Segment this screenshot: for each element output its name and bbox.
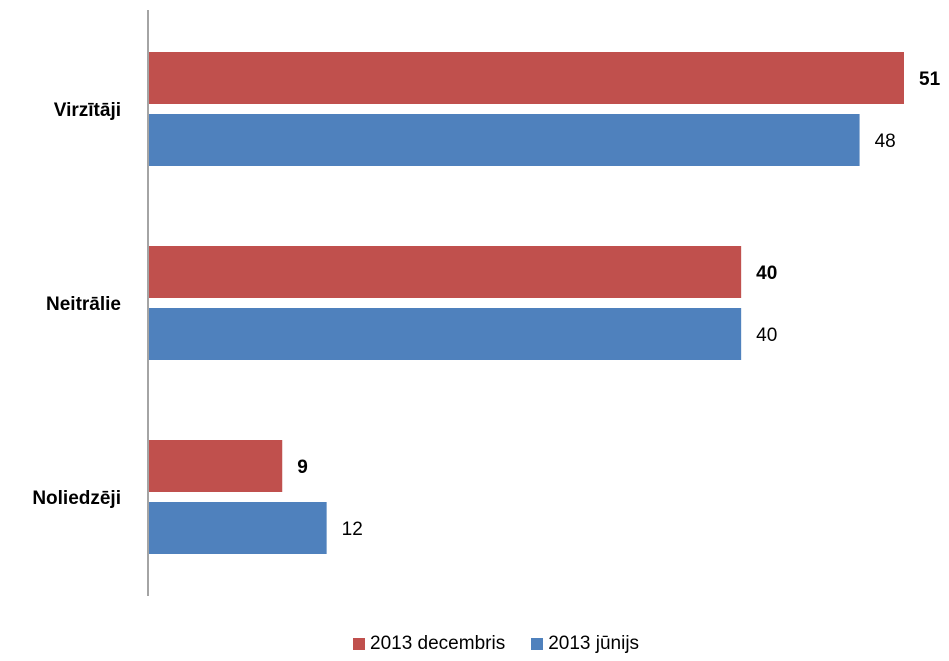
- legend-swatch-series-2: [531, 638, 544, 650]
- value-label-1-1: 51: [919, 69, 941, 90]
- bar-2-1: [149, 114, 860, 166]
- bar-2-2: [149, 308, 742, 360]
- bar-1-3: [149, 440, 283, 492]
- value-label-2-3: 12: [342, 519, 363, 540]
- value-label-1-3: 9: [297, 457, 308, 478]
- category-label-2: Neitrālie: [46, 294, 121, 315]
- value-labels-group: 51 48 40 40 9 12: [297, 69, 940, 540]
- legend-swatch-series-1: [353, 638, 365, 650]
- legend-label-series-2: 2013 jūnijs: [548, 633, 640, 654]
- bar-2-3: [149, 502, 327, 554]
- category-labels-group: Virzītāji Neitrālie Noliedzēji: [32, 100, 121, 509]
- legend-label-series-1: 2013 decembris: [370, 633, 506, 654]
- value-label-1-2: 40: [756, 263, 777, 284]
- bar-1-2: [149, 246, 742, 298]
- bars-group: [149, 52, 904, 554]
- category-label-1: Virzītāji: [54, 100, 121, 121]
- legend-item-series-2: 2013 jūnijs: [531, 633, 639, 655]
- legend: 2013 decembris 2013 jūnijs: [353, 633, 665, 655]
- category-label-3: Noliedzēji: [32, 488, 121, 509]
- value-label-2-2: 40: [756, 325, 777, 346]
- value-label-2-1: 48: [875, 131, 896, 152]
- bar-1-1: [149, 52, 904, 104]
- legend-item-series-1: 2013 decembris: [353, 633, 505, 655]
